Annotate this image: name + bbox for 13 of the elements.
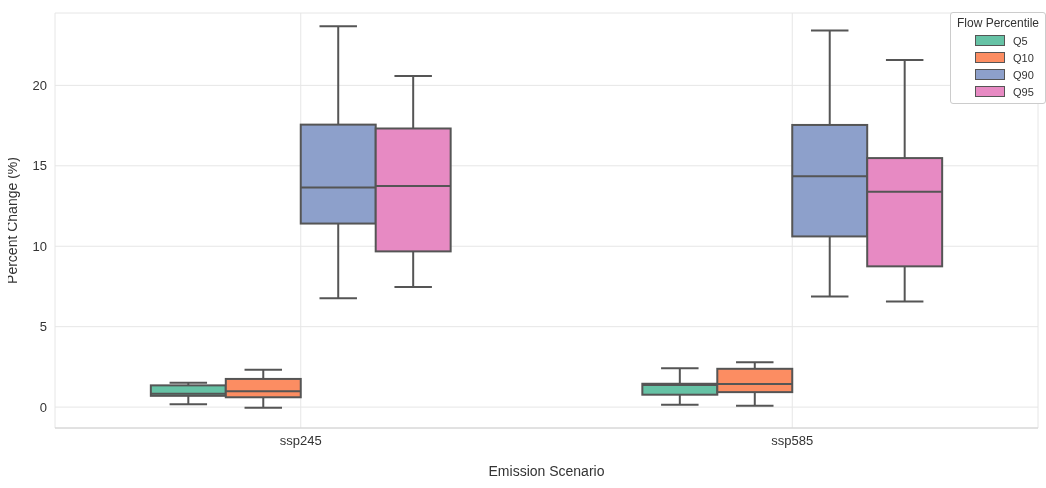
legend-label: Q95 (1012, 85, 1034, 98)
legend-title: Flow Percentile (956, 16, 1039, 30)
y-tick-label: 5 (39, 319, 47, 335)
legend-label: Q5 (1012, 34, 1028, 47)
y-tick-label: 15 (32, 158, 47, 174)
y-tick-label: 10 (32, 238, 47, 254)
x-axis-title: Emission Scenario (488, 463, 605, 479)
legend-label: Q90 (1012, 68, 1034, 81)
x-tick-label: ssp585 (771, 433, 814, 449)
legend-label: Q10 (1012, 51, 1034, 64)
x-tick-label: ssp245 (279, 433, 322, 449)
y-tick-label: 20 (32, 78, 47, 93)
y-tick-label: 0 (39, 399, 47, 415)
